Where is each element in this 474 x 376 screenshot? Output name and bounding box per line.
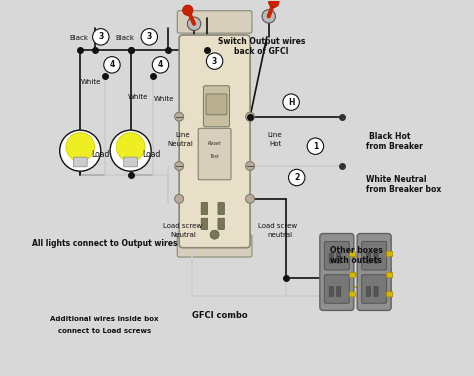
FancyBboxPatch shape [198,128,231,180]
FancyBboxPatch shape [206,94,227,115]
FancyBboxPatch shape [366,287,371,296]
FancyBboxPatch shape [387,251,392,256]
FancyBboxPatch shape [324,275,349,303]
FancyBboxPatch shape [387,292,392,297]
Text: back of GFCI: back of GFCI [234,47,289,56]
Text: 4: 4 [158,60,163,69]
Text: Hot: Hot [269,141,281,147]
FancyBboxPatch shape [337,253,341,263]
Circle shape [206,53,223,69]
Text: Load screw: Load screw [258,223,298,229]
Text: from Breaker box: from Breaker box [366,185,441,194]
Circle shape [283,94,299,111]
Circle shape [116,133,145,161]
Text: White Neutral: White Neutral [366,175,426,184]
FancyBboxPatch shape [201,203,208,214]
FancyBboxPatch shape [203,86,229,127]
Circle shape [152,57,169,73]
Circle shape [175,162,183,170]
FancyBboxPatch shape [374,287,378,296]
Text: Neutral: Neutral [168,141,193,147]
Text: Black: Black [69,35,88,41]
Circle shape [187,17,201,30]
Text: Reset: Reset [208,141,221,146]
Circle shape [269,0,279,8]
Text: Other boxes: Other boxes [330,246,383,255]
FancyBboxPatch shape [177,11,252,33]
Text: H: H [288,98,294,107]
Circle shape [210,230,219,239]
FancyBboxPatch shape [337,287,341,296]
FancyBboxPatch shape [73,157,87,167]
Text: Test: Test [210,154,219,159]
Text: White: White [128,94,148,100]
Text: Switch Output wires: Switch Output wires [218,37,305,46]
Text: Load: Load [91,150,110,159]
Circle shape [60,130,101,171]
Circle shape [110,130,151,171]
FancyBboxPatch shape [362,275,387,303]
FancyBboxPatch shape [366,253,371,263]
FancyBboxPatch shape [324,241,349,270]
Text: White: White [154,96,174,102]
FancyBboxPatch shape [362,241,387,270]
Circle shape [246,194,255,203]
Text: 2: 2 [294,173,300,182]
Circle shape [175,112,183,121]
Circle shape [104,57,120,73]
Text: neutral: neutral [267,232,292,238]
Circle shape [182,5,193,15]
Text: from Breaker: from Breaker [366,142,423,151]
Text: Neutral: Neutral [170,232,196,238]
FancyBboxPatch shape [218,218,224,229]
Text: All lights connect to Output wires: All lights connect to Output wires [32,239,177,248]
Circle shape [141,29,157,45]
FancyBboxPatch shape [329,253,333,263]
Text: Line: Line [175,132,190,138]
Text: 1: 1 [313,142,318,151]
FancyBboxPatch shape [124,157,137,167]
Circle shape [307,138,324,155]
FancyBboxPatch shape [357,233,391,311]
FancyBboxPatch shape [374,253,378,263]
FancyBboxPatch shape [349,251,356,256]
Text: 3: 3 [98,32,103,41]
Circle shape [262,10,275,23]
Circle shape [246,162,255,170]
Text: GFCI combo: GFCI combo [192,311,248,320]
Text: Additional wires inside box: Additional wires inside box [50,316,159,322]
Circle shape [246,112,255,121]
Text: Load screw: Load screw [164,223,202,229]
Text: Load: Load [142,150,160,159]
Text: Line: Line [267,132,282,138]
FancyBboxPatch shape [329,287,333,296]
FancyBboxPatch shape [177,235,252,257]
Circle shape [175,194,183,203]
Text: Black Hot: Black Hot [370,132,411,141]
Text: Black: Black [116,35,135,41]
Text: 3: 3 [212,57,217,65]
Text: with outlets: with outlets [330,256,383,264]
FancyBboxPatch shape [349,273,356,278]
FancyBboxPatch shape [201,218,208,229]
FancyBboxPatch shape [320,233,354,311]
Circle shape [289,169,305,186]
Text: connect to Load screws: connect to Load screws [58,327,151,334]
FancyBboxPatch shape [218,203,224,214]
FancyBboxPatch shape [349,292,356,297]
Circle shape [66,133,95,161]
FancyBboxPatch shape [387,273,392,278]
Text: White: White [81,79,101,85]
Text: 4: 4 [109,60,115,69]
FancyBboxPatch shape [179,35,250,248]
Circle shape [92,29,109,45]
Text: 3: 3 [146,32,152,41]
